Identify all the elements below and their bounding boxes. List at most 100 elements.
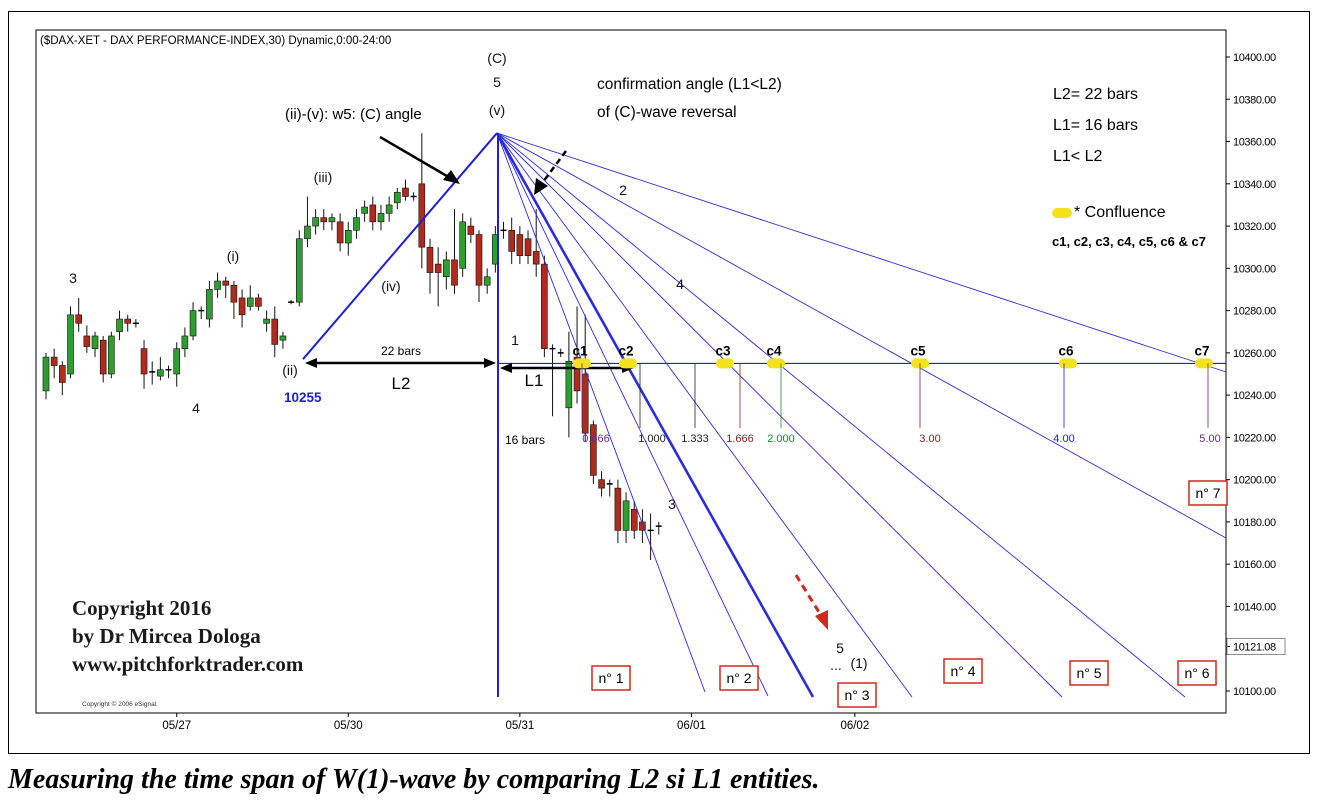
candle-body	[385, 204, 393, 214]
y-tick-label: 10380.00	[1233, 94, 1276, 106]
wave-label: ...	[830, 657, 842, 673]
candle-body	[181, 335, 189, 349]
y-tick-label: 10260.00	[1233, 348, 1276, 360]
fan-box	[1177, 660, 1217, 686]
l2-bars-label: 22 bars	[381, 344, 421, 358]
candle-body	[304, 225, 311, 240]
candle-body	[614, 487, 622, 531]
x-tick-label: 05/30	[334, 720, 363, 732]
candle-body	[443, 259, 450, 278]
candle-body	[238, 297, 246, 316]
l2-arrow-head-right	[484, 358, 496, 368]
x-tick-label: 06/01	[677, 720, 706, 732]
x-tick-label: 05/31	[505, 720, 534, 732]
fan-box	[1069, 660, 1109, 686]
y-tick-label: 10200.00	[1233, 475, 1276, 487]
candle-body	[328, 217, 336, 223]
ratio-label: 4.00	[1053, 433, 1074, 445]
candle-body	[295, 238, 303, 303]
y-tick-label: 10160.00	[1233, 559, 1276, 571]
y-tick-label: 10280.00	[1233, 306, 1276, 318]
l1-count: L1= 16 bars	[1053, 117, 1138, 134]
fan-label: n° 5	[1076, 665, 1101, 681]
y-tick-label: 10340.00	[1233, 179, 1276, 191]
fan-box	[1188, 480, 1228, 506]
angle-annotation: (ii)-(v): w5: (C) angle	[285, 106, 422, 123]
projection-arrow-head	[815, 610, 828, 630]
wave-label: 1	[511, 332, 519, 348]
candle-body	[75, 314, 82, 324]
l2-label: L2	[392, 374, 411, 393]
l1-arrow-head-left	[500, 363, 512, 373]
candle-body	[402, 187, 409, 197]
l1-bars-label: 16 bars	[505, 433, 545, 447]
wave-label: (iii)	[314, 169, 333, 185]
confirm-annotation-2: of (C)-wave reversal	[597, 104, 737, 121]
fan-box	[837, 682, 877, 708]
fan-line	[496, 132, 1227, 539]
confluence-marker	[767, 358, 785, 369]
fan-line	[496, 132, 769, 697]
candle-body	[222, 280, 230, 286]
confluence-label: c4	[766, 343, 782, 358]
fan-label: n° 4	[950, 663, 975, 679]
l2-count: L2= 22 bars	[1053, 86, 1138, 103]
confluence-marker	[1059, 358, 1077, 369]
candle-body	[377, 213, 385, 223]
candle-body	[459, 221, 466, 269]
candle-body	[565, 361, 573, 409]
candle-body	[622, 500, 630, 531]
chart-frame	[8, 11, 1310, 754]
fan-label: n° 2	[726, 670, 751, 686]
candle-body	[246, 297, 254, 307]
wave-label: 5	[493, 74, 501, 90]
wave-label: (C)	[487, 50, 506, 66]
ratio-label: 3.00	[919, 433, 940, 445]
candle-body	[451, 259, 458, 286]
fan-box	[943, 658, 983, 684]
candle-body	[59, 365, 66, 383]
confirm-pointer	[538, 150, 568, 187]
fan-line	[496, 132, 913, 698]
x-tick-label: 05/27	[162, 720, 191, 732]
candle-body	[573, 356, 581, 392]
candle-body	[312, 217, 319, 227]
candle-body	[418, 183, 426, 248]
wave-label: (i)	[227, 248, 239, 264]
confluence-legend-marker	[1052, 208, 1072, 218]
confluence-label: c2	[618, 343, 633, 358]
candle-body	[344, 229, 352, 244]
y-tick-label: 10320.00	[1233, 221, 1276, 233]
confluence-label: c5	[910, 343, 926, 358]
confirm-pointer-head	[534, 178, 548, 195]
candle-body	[116, 318, 123, 333]
angle-line	[302, 132, 498, 360]
confluence-label: c1	[572, 343, 588, 358]
candle-body	[263, 318, 270, 324]
confluence-label: c3	[715, 343, 731, 358]
fan-line	[496, 132, 1186, 698]
wave-label: (iv)	[381, 278, 400, 294]
candle-body	[279, 335, 287, 341]
candle-body	[42, 356, 50, 392]
fan-line	[496, 132, 1227, 373]
candle-body	[320, 217, 328, 223]
candle-body	[124, 318, 131, 324]
x-tick-label: 06/02	[840, 720, 869, 732]
fan-line	[496, 132, 706, 693]
candle-body	[271, 318, 279, 345]
candle-body	[581, 373, 589, 434]
candle-body	[541, 263, 548, 349]
candle-body	[214, 280, 221, 290]
y-tick-label: 10300.00	[1233, 263, 1276, 275]
confluence-label: c6	[1058, 343, 1074, 358]
candle-body	[508, 229, 515, 252]
y-tick-label: 10121.08	[1233, 641, 1276, 653]
candle-body	[483, 276, 491, 286]
candle-body	[255, 297, 262, 307]
wave-label: 5	[836, 640, 844, 656]
y-tick-label: 10140.00	[1233, 601, 1276, 613]
y-tick-label: 10180.00	[1233, 517, 1276, 529]
wave-label: 2	[619, 182, 627, 198]
fan-line	[495, 132, 815, 698]
